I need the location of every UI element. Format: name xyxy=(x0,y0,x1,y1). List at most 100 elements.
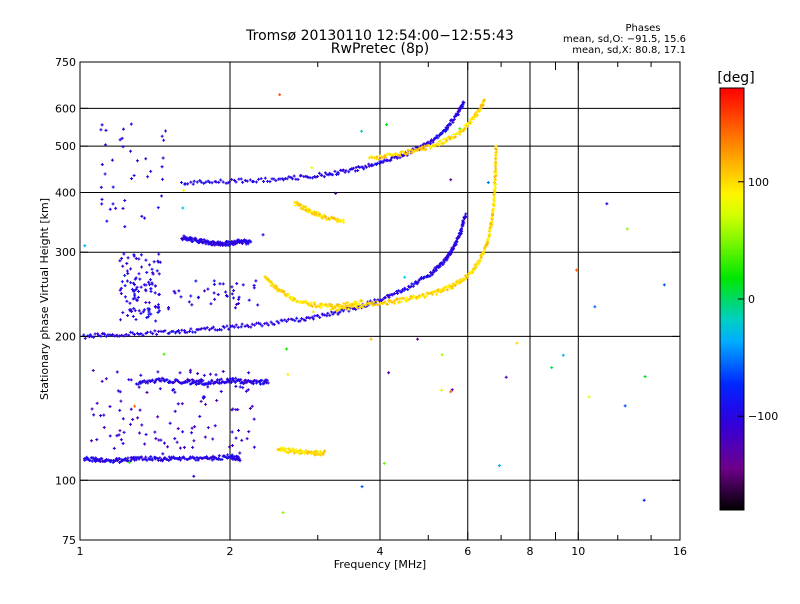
trace-point xyxy=(337,303,341,307)
trace-point xyxy=(451,286,455,290)
trace-point xyxy=(260,324,264,328)
trace-point xyxy=(380,156,384,160)
scatter-point xyxy=(121,206,125,210)
trace-point xyxy=(205,455,209,459)
scatter-point xyxy=(156,415,160,419)
scatter-point xyxy=(142,308,146,312)
trace-point xyxy=(232,325,236,329)
scatter-point xyxy=(181,188,185,192)
trace-point xyxy=(142,379,146,383)
trace-point xyxy=(260,378,264,382)
trace-point xyxy=(144,455,148,459)
trace-point xyxy=(257,321,261,325)
trace-point xyxy=(344,304,348,308)
scatter-point xyxy=(209,302,213,306)
scatter-point xyxy=(133,309,137,313)
scatter-point xyxy=(147,263,151,267)
trace-point xyxy=(258,322,262,326)
scatter-point xyxy=(234,384,238,388)
scatter-point xyxy=(100,197,104,201)
trace-point xyxy=(494,151,498,155)
trace-point xyxy=(266,277,270,281)
trace-point xyxy=(387,295,391,299)
trace-point xyxy=(321,452,325,456)
trace-point xyxy=(265,321,269,325)
scatter-point xyxy=(147,280,151,284)
trace-point xyxy=(291,318,295,322)
scatter-point xyxy=(190,378,194,382)
trace-point xyxy=(354,165,358,169)
trace-point xyxy=(316,210,320,214)
trace-point xyxy=(200,327,204,331)
scatter-point xyxy=(116,389,120,393)
trace-point xyxy=(300,317,304,321)
trace-point xyxy=(465,124,469,128)
trace-point xyxy=(104,334,108,338)
scatter-point xyxy=(196,372,200,376)
trace-point xyxy=(277,321,281,325)
scatter-point xyxy=(148,283,152,287)
scatter-point xyxy=(135,159,139,163)
trace-point xyxy=(313,213,317,217)
scatter-point xyxy=(178,371,182,375)
scatter-point xyxy=(161,452,165,456)
scatter-point xyxy=(486,181,490,185)
scatter-point xyxy=(132,307,136,311)
scatter-point xyxy=(278,93,282,97)
scatter-point xyxy=(121,264,125,268)
trace-point xyxy=(188,329,192,333)
trace-point xyxy=(139,332,143,336)
trace-point xyxy=(291,296,295,300)
trace-point xyxy=(310,304,314,308)
scatter-point xyxy=(178,446,182,450)
trace-point xyxy=(372,300,376,304)
trace-point xyxy=(296,450,300,454)
scatter-point xyxy=(157,438,161,442)
trace-point xyxy=(316,174,320,178)
scatter-point xyxy=(230,444,234,448)
scatter-point xyxy=(234,408,238,412)
trace-point xyxy=(167,331,171,335)
trace-point xyxy=(236,455,240,459)
scatter-point xyxy=(247,430,251,434)
trace-point xyxy=(155,377,159,381)
trace-point xyxy=(126,456,130,460)
scatter-point xyxy=(221,369,225,373)
trace-point xyxy=(317,171,321,175)
trace-point xyxy=(301,207,305,211)
trace-point xyxy=(192,379,196,383)
trace-point xyxy=(108,333,112,337)
scatter-point xyxy=(134,318,138,321)
scatter-point xyxy=(225,377,229,381)
trace-point xyxy=(428,142,432,146)
trace-point xyxy=(335,308,339,312)
scatter-point xyxy=(90,407,94,411)
trace-point xyxy=(402,296,406,300)
trace-point xyxy=(326,305,330,309)
trace-point xyxy=(383,296,387,300)
trace-point xyxy=(176,329,180,333)
trace-point xyxy=(137,457,141,461)
scatter-point xyxy=(218,282,222,286)
trace-point xyxy=(424,294,428,298)
scatter-point xyxy=(173,390,177,394)
trace-point xyxy=(171,329,175,333)
trace-point xyxy=(165,457,169,461)
scatter-point xyxy=(90,439,94,443)
scatter-point xyxy=(112,446,116,450)
scatter-point xyxy=(145,316,149,320)
scatter-point xyxy=(138,277,142,281)
trace-point xyxy=(493,186,497,190)
trace-point xyxy=(488,226,492,230)
scatter-point xyxy=(144,157,148,161)
trace-point xyxy=(439,139,443,143)
trace-point xyxy=(123,457,127,461)
trace-point xyxy=(195,180,199,184)
scatter-point xyxy=(149,278,153,282)
scatter-point xyxy=(110,158,114,162)
trace-point xyxy=(292,298,296,302)
trace-point xyxy=(362,303,366,307)
trace-point xyxy=(402,150,406,154)
trace-point xyxy=(151,332,155,336)
scatter-point xyxy=(643,375,647,379)
